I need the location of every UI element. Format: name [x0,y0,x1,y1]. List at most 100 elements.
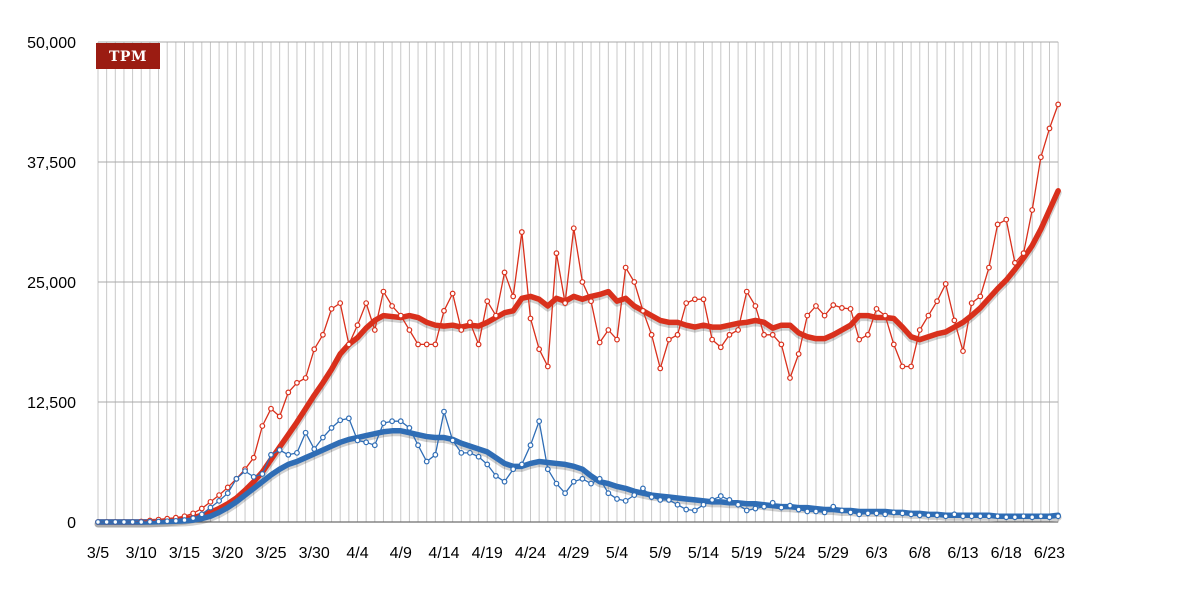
data-point [518,461,525,468]
data-point [302,429,309,436]
data-point [415,442,421,449]
data-point [726,331,733,338]
data-point [683,300,690,307]
data-point [467,319,473,326]
data-point [700,296,707,303]
data-point [121,519,127,525]
data-point [250,454,257,461]
data-point [553,480,560,487]
data-point [501,478,508,485]
data-point [674,501,681,508]
data-point [354,322,361,329]
data-point [536,418,543,425]
data-point [458,449,465,456]
average-series-1 [94,188,1062,528]
data-point [259,423,266,429]
x-tick-label: 4/14 [428,545,459,562]
data-point [371,442,378,449]
x-tick-label: 5/19 [731,545,762,562]
data-point [769,331,776,338]
x-tick-label: 3/20 [212,545,243,562]
data-point [207,498,214,505]
data-point [172,517,179,524]
data-point [752,505,759,512]
data-point [1055,513,1062,520]
daily-line [98,410,1059,523]
data-point [328,305,335,312]
data-point [813,303,819,309]
data-point [700,501,707,508]
data-point [337,300,344,307]
data-point [484,461,491,468]
data-point [934,512,940,519]
x-tick-label: 6/3 [865,545,887,562]
data-point [622,497,629,504]
data-point [1020,513,1027,520]
x-tick-label: 6/23 [1034,545,1065,562]
data-point [510,293,517,300]
data-point [190,515,197,522]
average-line [95,428,1061,525]
daily-series-2 [95,408,1062,525]
data-point [1020,250,1027,257]
data-point [864,510,871,517]
data-point [527,315,534,322]
data-point [588,480,594,487]
data-point [631,492,638,499]
y-axis-tick-labels: 0 12,500 25,000 37,500 50,000 [27,35,76,532]
data-point [1029,514,1036,521]
data-point [294,449,300,456]
data-point [268,405,274,412]
data-point [1037,513,1044,520]
data-point [1037,154,1044,161]
data-point [493,473,499,479]
data-point [882,312,889,319]
data-point [648,331,655,338]
data-point [562,490,568,497]
data-point [389,303,396,309]
data-point [544,363,551,370]
data-point [320,331,326,338]
x-tick-label: 5/29 [818,545,849,562]
data-point [588,298,594,305]
data-point [146,518,153,525]
data-point [847,305,854,312]
data-point [380,288,387,295]
y-tick-label: 12,500 [27,395,76,412]
data-point [432,341,439,348]
y-tick-label: 25,000 [27,275,76,292]
data-point [960,513,966,520]
data-point [916,327,923,333]
data-point [942,513,949,520]
y-tick-label: 0 [67,515,76,532]
data-point [666,336,672,343]
x-tick-label: 4/24 [515,545,546,562]
data-point [873,305,880,312]
data-point [813,508,819,515]
data-point [103,519,110,525]
data-point [925,312,932,319]
data-point [458,327,465,333]
data-point [977,513,984,520]
data-point [934,298,940,305]
logo-text: TPM [109,49,147,65]
tpm-logo: TPM [96,43,160,69]
data-point [207,504,214,511]
data-point [224,484,231,491]
data-point [276,447,283,453]
data-point [475,453,482,460]
logo-box [96,43,160,69]
data-point [735,327,741,333]
data-point [579,475,586,482]
data-point [890,341,897,348]
x-tick-label: 3/10 [126,545,157,562]
data-point [406,327,413,333]
data-point [847,509,854,516]
daily-series-0 [95,101,1062,525]
data-point [276,413,283,420]
data-point [899,510,906,517]
data-point [1046,514,1053,521]
data-point [977,293,984,300]
data-point [1003,216,1010,223]
data-point [510,466,517,473]
